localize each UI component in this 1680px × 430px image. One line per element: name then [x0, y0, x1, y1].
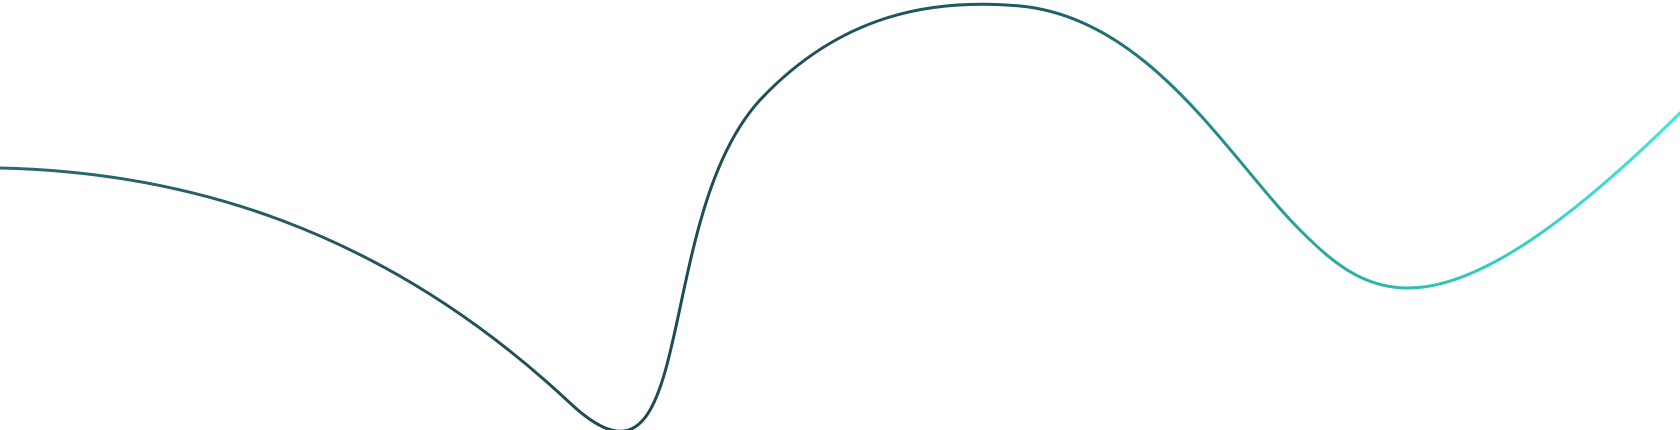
decorative-canvas	[0, 2, 1680, 430]
wave-line	[0, 2, 1680, 430]
wave-graphic	[0, 2, 1680, 430]
